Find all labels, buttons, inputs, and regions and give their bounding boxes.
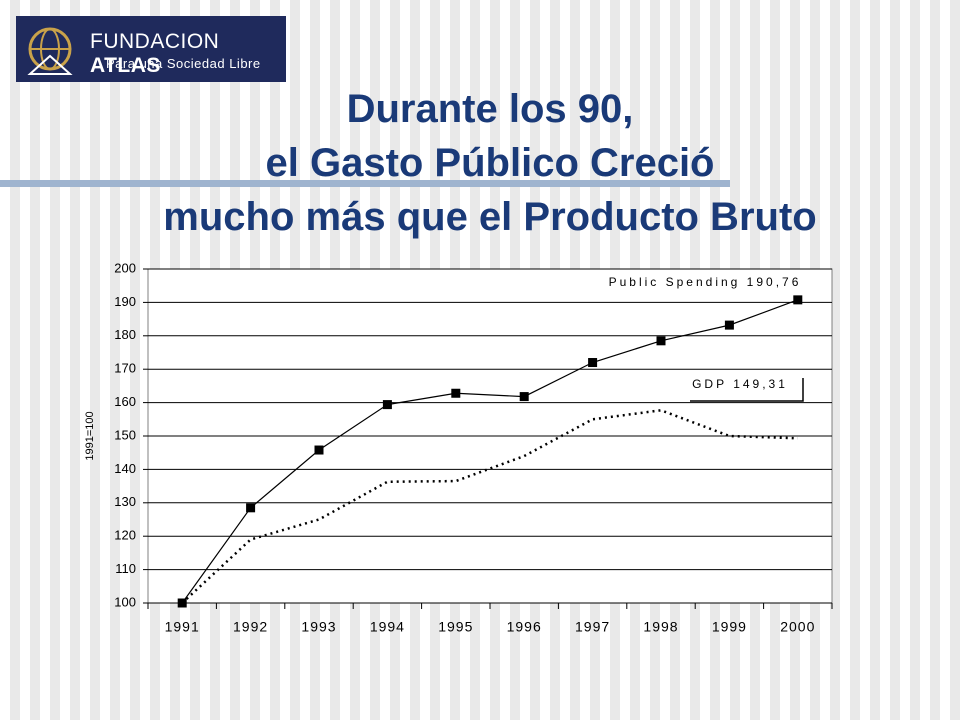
logo-tagline: Para una Sociedad Libre [106, 56, 261, 71]
marker [793, 295, 803, 305]
y-tick-label: 190 [114, 294, 136, 309]
annotation: GDP 149,31 [692, 377, 788, 391]
marker [656, 336, 666, 346]
y-tick-label: 170 [114, 361, 136, 376]
title-line: Durante los 90, [346, 87, 634, 131]
y-tick-label: 200 [114, 260, 136, 275]
x-tick-label: 1996 [507, 619, 542, 635]
marker [451, 388, 461, 398]
y-tick-label: 150 [114, 427, 136, 442]
marker [588, 358, 598, 368]
marker [382, 400, 392, 410]
y-tick-label: 130 [114, 494, 136, 509]
marker [314, 445, 324, 455]
marker [246, 503, 256, 513]
y-axis-label: 1991=100 [84, 411, 96, 460]
accent-bar [0, 180, 730, 187]
x-tick-label: 1994 [370, 619, 405, 635]
y-tick-label: 160 [114, 394, 136, 409]
title: Durante los 90, el Gasto Público Creció mu… [0, 82, 960, 244]
annotation: Public Spending 190,76 [609, 275, 802, 289]
x-tick-label: 1991 [165, 619, 200, 635]
logo-name-text: FUNDACION [90, 30, 220, 53]
y-tick-label: 120 [114, 528, 136, 543]
title-line: el Gasto Público Creció [265, 141, 715, 185]
x-tick-label: 1998 [643, 619, 678, 635]
x-tick-label: 2000 [780, 619, 815, 635]
y-tick-label: 180 [114, 327, 136, 342]
y-tick-label: 110 [115, 561, 136, 576]
y-tick-label: 100 [114, 594, 136, 609]
marker [724, 320, 734, 330]
x-tick-label: 1992 [233, 619, 268, 635]
x-tick-label: 1999 [712, 619, 747, 635]
y-tick-label: 140 [114, 461, 136, 476]
logo-name-bold: ATLAS [90, 54, 161, 77]
logo-name: FUNDACION ATLAS [90, 30, 286, 78]
x-tick-label: 1997 [575, 619, 610, 635]
annotation-frame [690, 378, 804, 402]
x-tick-label: 1995 [438, 619, 473, 635]
logo: FUNDACION ATLAS Para una Sociedad Libre [16, 16, 286, 82]
series-line [181, 299, 799, 604]
title-line: mucho más que el Producto Bruto [163, 195, 817, 239]
x-tick-label: 1993 [301, 619, 336, 635]
marker [519, 392, 529, 402]
logo-globe [27, 27, 73, 75]
